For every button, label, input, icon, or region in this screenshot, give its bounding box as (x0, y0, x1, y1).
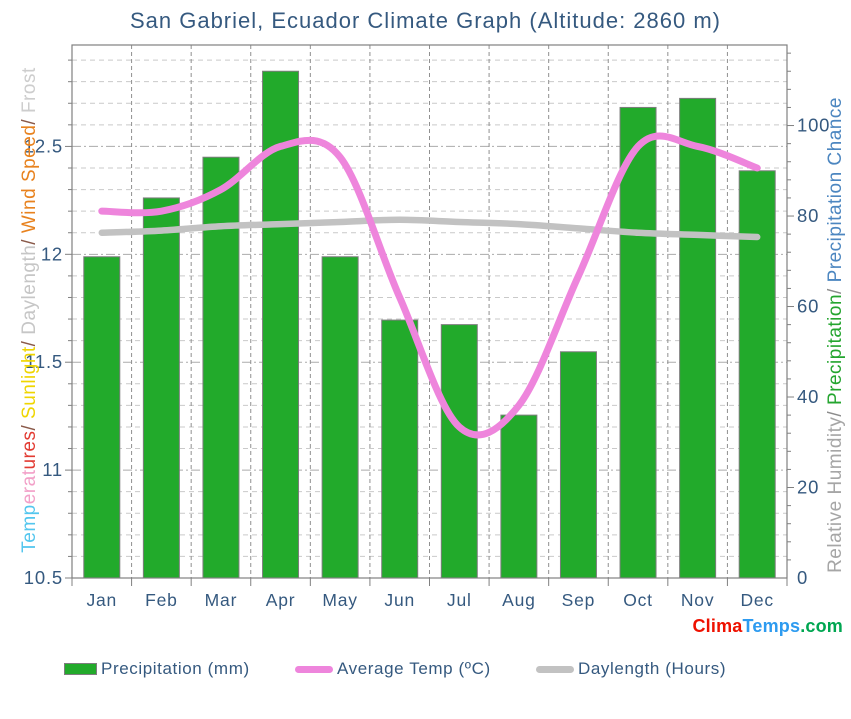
left-axis-tick-label: 11 (42, 459, 63, 480)
axis-title-segment: Relative Humidity (825, 416, 846, 573)
right-axis-tick-label: 100 (797, 115, 830, 136)
precipitation-bar-mar (202, 156, 240, 579)
axis-title-segment: Sunlight (19, 346, 40, 419)
right-axis-tick-label: 60 (797, 296, 819, 317)
left-axis-tick-label: 10.5 (24, 567, 63, 588)
precipitation-swatch (64, 663, 97, 675)
axis-title-segment: Temp (19, 504, 40, 553)
axis-title-segment: Frost (19, 67, 40, 114)
daylength-swatch (536, 665, 574, 673)
climatemps-logo: ClimaTemps.com (692, 616, 843, 637)
legend-label: Precipitation (mm) (101, 659, 250, 678)
legend-item-precipitation: Precipitation (mm) (64, 654, 250, 684)
precipitation-bar-feb (142, 197, 180, 579)
legend-item-daylength: Daylength (Hours) (536, 654, 726, 684)
axis-title-segment: / (825, 282, 846, 294)
left-axis-tick-label: 12.5 (24, 135, 63, 156)
axis-title-segment: Precipitation Chance (825, 97, 846, 283)
legend-item-average-temp: Average Temp (ºC) (295, 654, 491, 684)
precipitation-bar-may (321, 256, 359, 579)
month-label-nov: Nov (681, 590, 715, 610)
month-label-aug: Aug (502, 590, 536, 610)
axis-title-segment: Precipitation (825, 293, 846, 406)
precipitation-bar-jul (440, 324, 478, 579)
precipitation-bar-dec (738, 170, 776, 579)
month-label-oct: Oct (623, 590, 653, 610)
month-label-sep: Sep (562, 590, 596, 610)
axis-title-segment: erat (19, 469, 40, 505)
month-label-dec: Dec (740, 590, 774, 610)
precipitation-bar-nov (679, 97, 717, 579)
month-label-jul: Jul (447, 590, 472, 610)
right-axis-tick-label: 20 (797, 477, 819, 498)
logo-part-com: .com (800, 616, 843, 636)
chart-title: San Gabriel, Ecuador Climate Graph (Alti… (129, 8, 722, 33)
right-axis-tick-label: 0 (797, 567, 808, 588)
axis-title-segment: / (825, 405, 846, 417)
left-axis-title: Temperatures/ Sunlight/ Daylength/ Wind … (19, 67, 41, 552)
left-axis-tick-label: 12 (41, 243, 63, 264)
axis-title-segment: ures (19, 430, 40, 470)
axis-title-segment: / (19, 113, 40, 125)
axis-title-segment: Wind Speed (19, 124, 40, 234)
left-axis-tick-label: 11.5 (25, 351, 63, 372)
month-label-may: May (322, 590, 357, 610)
average-temp-line (98, 132, 761, 439)
axis-title-segment: / (19, 334, 40, 347)
month-label-mar: Mar (205, 590, 238, 610)
precipitation-bar-jun (381, 319, 419, 579)
right-axis-title: Relative Humidity/ Precipitation/ Precip… (825, 97, 847, 573)
chart-legend: Precipitation (mm) Average Temp (ºC) Day… (0, 654, 851, 684)
precipitation-bar-sep (559, 351, 597, 579)
legend-label: Average Temp (ºC) (337, 659, 491, 678)
month-label-feb: Feb (145, 590, 178, 610)
right-axis-tick-label: 80 (797, 205, 819, 226)
right-axis-tick-label: 40 (797, 386, 819, 407)
month-label-jan: Jan (86, 590, 117, 610)
precipitation-bar-jan (83, 256, 121, 579)
month-label-jun: Jun (384, 590, 415, 610)
daylength-line (98, 216, 761, 241)
axis-title-segment: Daylength (19, 244, 40, 335)
logo-part-temps: Temps (742, 616, 801, 636)
month-label-apr: Apr (266, 590, 296, 610)
logo-part-clima: Clima (692, 616, 743, 636)
legend-label: Daylength (Hours) (578, 659, 727, 678)
average-temp-swatch (295, 665, 333, 673)
precipitation-bar-oct (619, 106, 657, 579)
precipitation-bar-aug (500, 414, 538, 579)
axis-title-segment: / (19, 418, 40, 431)
axis-title-segment: / (19, 233, 40, 245)
